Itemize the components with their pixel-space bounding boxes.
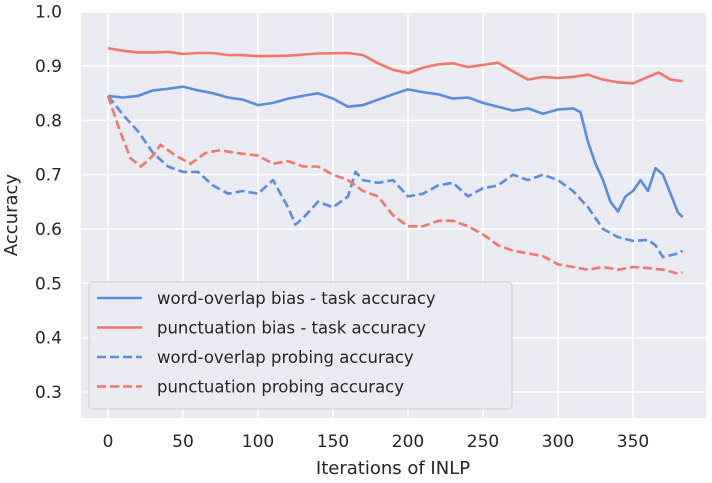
x-tick-label: 50 [172,432,194,452]
legend-label: punctuation probing accuracy [157,378,404,397]
x-tick-label: 200 [392,432,424,452]
data-series [106,46,684,275]
x-tick-label: 0 [103,432,114,452]
y-tick-label: 0.5 [35,274,62,294]
y-tick-label: 0.4 [35,329,62,349]
legend: word-overlap bias - task accuracy punctua… [88,281,513,410]
y-tick-label: 0.7 [35,166,62,186]
x-tick-label: 250 [467,432,499,452]
y-tick-label: 0.9 [35,57,62,77]
legend-label: word-overlap probing accuracy [157,348,414,367]
series-line-2 [106,95,684,259]
x-tick-label: 150 [317,432,349,452]
x-axis-ticks: 0 50 100 150 200 250 300 350 [103,432,650,452]
y-tick-label: 0.6 [35,220,62,240]
legend-label: punctuation bias - task accuracy [157,319,426,338]
legend-label: word-overlap bias - task accuracy [157,289,436,308]
y-tick-label: 1.0 [35,3,62,23]
series-line-3 [106,95,683,275]
y-axis-ticks: 0.3 0.4 0.5 0.6 0.7 0.8 0.9 1.0 [35,3,62,403]
y-tick-label: 0.8 [35,111,62,131]
x-tick-label: 100 [242,432,274,452]
x-axis-label: Iterations of INLP [316,458,470,479]
x-tick-label: 350 [617,432,649,452]
legend-box [88,281,513,410]
series-line-0 [107,85,684,218]
y-axis-label: Accuracy [1,174,22,257]
x-tick-label: 300 [542,432,574,452]
series-line-1 [107,46,683,85]
y-tick-label: 0.3 [35,383,62,403]
